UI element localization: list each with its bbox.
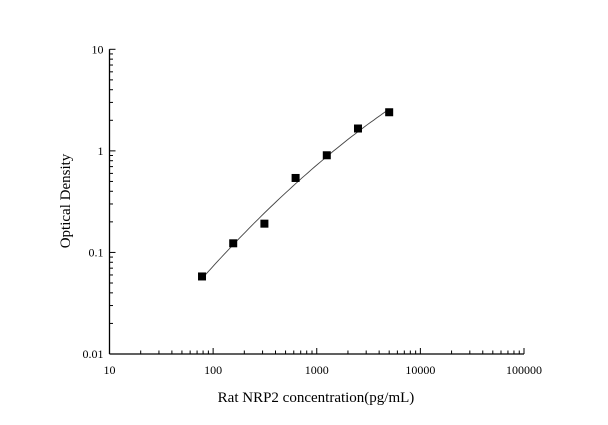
y-tick-label: 10 bbox=[92, 42, 104, 56]
y-tick-label: 1 bbox=[98, 144, 104, 158]
y-tick-labels: 0.01 0.1 1 10 bbox=[83, 42, 104, 361]
data-point bbox=[229, 239, 238, 248]
data-point bbox=[322, 151, 331, 160]
x-tick-label: 100 bbox=[204, 363, 222, 377]
data-point bbox=[198, 272, 207, 281]
x-tick-label: 1000 bbox=[305, 363, 329, 377]
y-tick-label: 0.01 bbox=[83, 347, 104, 361]
x-tick-label: 10 bbox=[104, 363, 116, 377]
data-points bbox=[198, 108, 394, 281]
x-tick-label: 10000 bbox=[405, 363, 435, 377]
data-point bbox=[291, 173, 300, 182]
data-point bbox=[385, 108, 394, 117]
x-tick-labels: 10 100 1000 10000 100000 bbox=[104, 363, 543, 377]
fit-curve bbox=[201, 108, 390, 279]
x-axis-label: Rat NRP2 concentration(pg/mL) bbox=[218, 390, 415, 406]
y-tick-label: 0.1 bbox=[89, 245, 104, 259]
y-axis-label: Optical Density bbox=[58, 153, 74, 248]
x-tick-label: 100000 bbox=[506, 363, 542, 377]
axes bbox=[108, 48, 525, 355]
data-point bbox=[260, 219, 269, 228]
data-point bbox=[353, 124, 362, 133]
